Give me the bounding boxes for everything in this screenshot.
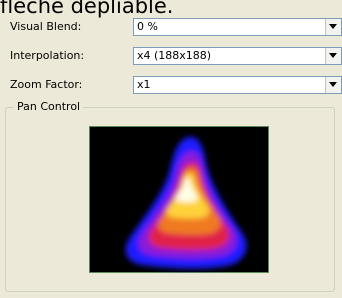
field-label: Interpolation: xyxy=(10,49,84,62)
dropdown[interactable]: 0 % xyxy=(133,18,342,36)
dropdown-value: x1 xyxy=(137,78,151,91)
dropdown-arrow[interactable] xyxy=(325,77,341,93)
dropdown[interactable]: x4 (188x188) xyxy=(133,47,342,65)
field-row: Interpolation: x4 (188x188) xyxy=(0,47,342,65)
dropdown-value: 0 % xyxy=(137,20,158,33)
field-row: Zoom Factor: x1 xyxy=(0,76,342,94)
dropdown-arrow[interactable] xyxy=(325,48,341,64)
field-label: Zoom Factor: xyxy=(10,78,82,91)
field-label: Visual Blend: xyxy=(10,20,81,33)
dropdown-value: x4 (188x188) xyxy=(137,49,211,62)
dropdown[interactable]: x1 xyxy=(133,76,342,94)
group-title: Pan Control xyxy=(14,100,83,113)
arrow-icon xyxy=(329,53,337,58)
dropdown-arrow[interactable] xyxy=(325,19,341,35)
pan-view[interactable] xyxy=(89,126,269,273)
window: flèche dépliable. Visual Blend: 0 % Inte… xyxy=(0,0,342,298)
field-row: Visual Blend: 0 % xyxy=(0,18,342,36)
caption: flèche dépliable. xyxy=(0,0,173,18)
arrow-icon xyxy=(329,82,337,87)
arrow-icon xyxy=(329,24,337,29)
